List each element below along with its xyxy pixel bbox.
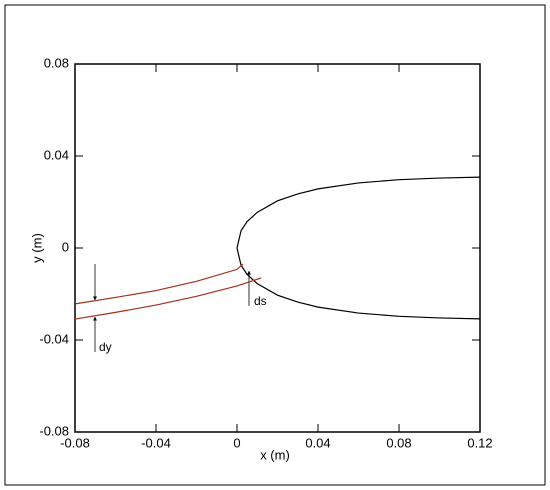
x-tick-label: 0.04 <box>305 435 330 450</box>
series-line <box>236 176 481 320</box>
x-tick-label: -0.04 <box>141 435 171 450</box>
annotation: ds <box>254 294 267 308</box>
x-tick-label: -0.08 <box>60 435 90 450</box>
x-tick-label: 0.12 <box>467 435 492 450</box>
y-tick-label: 0.08 <box>44 55 69 70</box>
series-line <box>74 277 262 320</box>
annotation: dy <box>99 340 112 354</box>
y-tick-label: -0.04 <box>39 331 69 346</box>
series-line <box>74 263 244 305</box>
y-tick-label: 0 <box>62 239 69 254</box>
y-tick-label: 0.04 <box>44 147 69 162</box>
y-tick-label: -0.08 <box>39 423 69 438</box>
x-axis-label: x (m) <box>260 447 290 462</box>
y-axis-label: y (m) <box>29 233 44 263</box>
x-tick-label: 0 <box>233 435 240 450</box>
plot-area <box>74 63 481 433</box>
x-tick-label: 0.08 <box>386 435 411 450</box>
frame <box>4 4 546 486</box>
